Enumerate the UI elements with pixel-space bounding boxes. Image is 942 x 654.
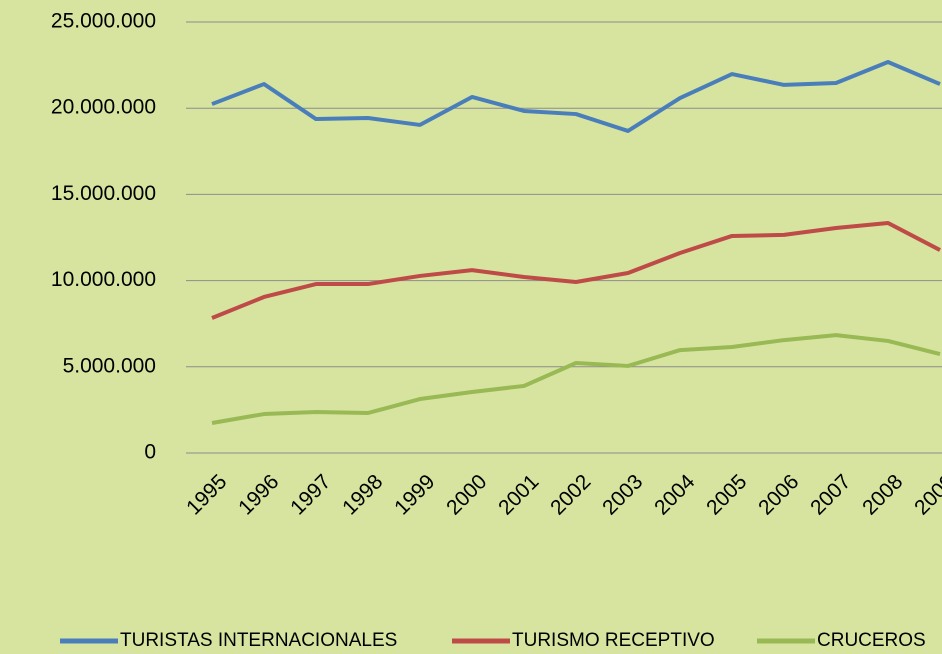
- x-tick-label: 1999: [390, 470, 439, 519]
- x-tick-label: 2005: [702, 470, 751, 519]
- y-tick-label: 10.000.000: [51, 268, 156, 291]
- y-tick-label: 25.000.000: [51, 10, 156, 33]
- x-tick-label: 1997: [286, 470, 335, 519]
- x-tick-label: 2004: [650, 470, 700, 520]
- legend-label: TURISMO RECEPTIVO: [512, 630, 715, 651]
- x-tick-label: 2003: [598, 470, 647, 519]
- x-tick-label: 2002: [546, 470, 595, 519]
- x-tick-label: 2000: [442, 470, 491, 519]
- y-tick-label: 0: [144, 441, 156, 464]
- x-tick-label: 2009: [910, 470, 942, 519]
- x-tick-label: 2006: [754, 470, 803, 519]
- x-tick-label: 1998: [338, 470, 387, 519]
- legend-label: TURISTAS INTERNACIONALES: [120, 630, 397, 651]
- x-tick-label: 2008: [858, 470, 907, 519]
- legend-label: CRUCEROS: [817, 630, 926, 651]
- x-tick-label: 2001: [494, 470, 543, 519]
- y-tick-label: 5.000.000: [63, 354, 156, 377]
- series-line: [211, 221, 941, 320]
- y-tick-label: 20.000.000: [51, 96, 156, 119]
- y-tick-label: 15.000.000: [51, 182, 156, 205]
- x-tick-label: 2007: [806, 470, 855, 519]
- series-line: [211, 59, 941, 133]
- series-line: [211, 333, 941, 425]
- x-tick-label: 1995: [182, 470, 231, 519]
- x-tick-label: 1996: [234, 470, 283, 519]
